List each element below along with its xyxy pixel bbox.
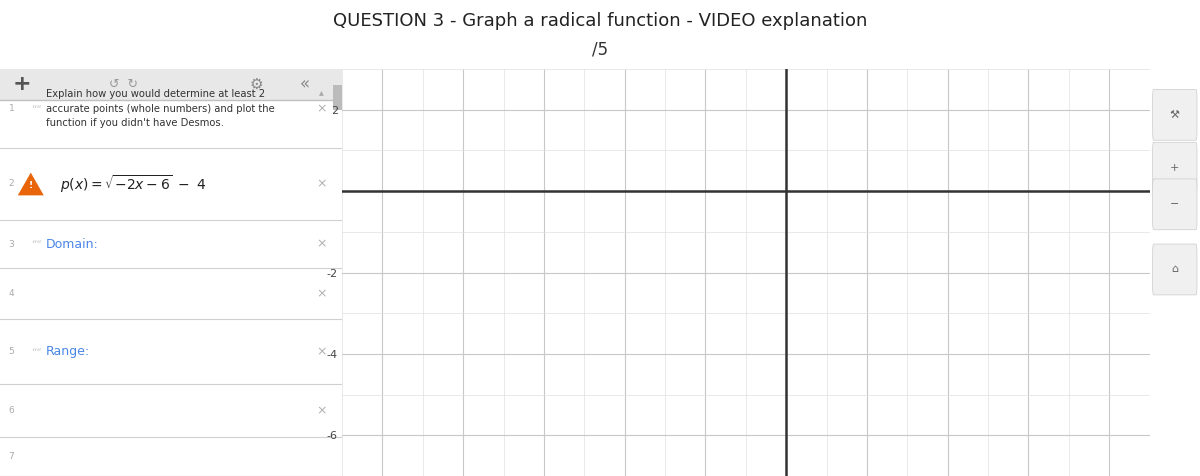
Text: Range:: Range: (46, 346, 90, 358)
Text: ×: × (317, 238, 326, 250)
Text: +: + (13, 74, 31, 94)
Text: QUESTION 3 - Graph a radical function - VIDEO explanation: QUESTION 3 - Graph a radical function - … (332, 12, 868, 30)
Text: 6: 6 (8, 407, 14, 416)
Text: 4: 4 (8, 289, 14, 298)
Text: ×: × (317, 405, 326, 417)
Text: ⌂: ⌂ (1171, 264, 1178, 274)
FancyBboxPatch shape (1153, 142, 1196, 193)
Text: ““: ““ (31, 239, 42, 249)
Text: 3: 3 (8, 239, 14, 248)
Text: ““: ““ (31, 104, 42, 114)
Text: Domain:: Domain: (46, 238, 98, 250)
Text: +: + (1170, 162, 1180, 172)
Text: ⚙: ⚙ (250, 77, 263, 92)
FancyBboxPatch shape (1153, 244, 1196, 295)
Text: Explain how you would determine at least 2
accurate points (whole numbers) and p: Explain how you would determine at least… (46, 89, 275, 128)
Text: 5: 5 (8, 347, 14, 357)
Text: ×: × (317, 288, 326, 300)
Text: ×: × (317, 178, 326, 190)
Text: /5: /5 (592, 40, 608, 59)
FancyBboxPatch shape (1153, 179, 1196, 230)
Text: ×: × (317, 346, 326, 358)
Text: 1: 1 (8, 104, 14, 113)
Text: ×: × (317, 102, 326, 115)
Text: −: − (1170, 199, 1180, 209)
Text: $\mathit{p}(x) = \sqrt{-2x - 6} \ - \ 4$: $\mathit{p}(x) = \sqrt{-2x - 6} \ - \ 4$ (60, 173, 206, 195)
Text: 2: 2 (8, 179, 14, 188)
Text: ↺  ↻: ↺ ↻ (109, 78, 138, 91)
Text: ▴: ▴ (319, 88, 324, 98)
Text: !: ! (29, 181, 32, 190)
Text: 7: 7 (8, 452, 14, 461)
Text: ““: ““ (31, 347, 42, 357)
Text: ⚒: ⚒ (1170, 109, 1180, 119)
FancyBboxPatch shape (1153, 89, 1196, 140)
Bar (0, 69, 342, 99)
Text: «: « (299, 75, 310, 93)
Polygon shape (18, 173, 43, 195)
Bar (332, 85, 342, 109)
